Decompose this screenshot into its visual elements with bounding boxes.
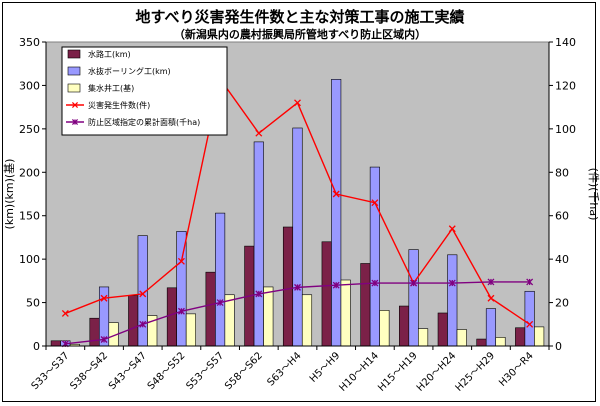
bar-1: [282, 226, 294, 347]
x-tick-label: S38～S42: [68, 350, 110, 392]
y-tick-right-label: 120: [555, 79, 576, 92]
y-tick-left-label: 50: [26, 297, 40, 310]
y-tick-right-label: 20: [555, 297, 569, 310]
bar-2: [331, 79, 342, 347]
y-tick-right-label: 100: [555, 123, 576, 136]
lines-group: [61, 75, 534, 348]
bar-3: [224, 294, 235, 347]
x-tick-label: S33～S37: [30, 350, 72, 392]
legend-label: 水抜ボーリング工(km): [88, 66, 171, 76]
line-marker: [100, 294, 108, 302]
bar-1: [360, 263, 371, 347]
bar-3: [534, 326, 545, 347]
bar-1: [476, 338, 487, 347]
y-tick-left-label: 100: [19, 253, 40, 266]
x-tick-label: S53～S57: [184, 350, 226, 392]
bar-2: [253, 141, 264, 347]
legend-marker: [71, 101, 79, 109]
line-marker: [448, 225, 456, 233]
bar-3: [263, 286, 274, 347]
bar-2: [215, 212, 226, 347]
y-tick-right-label: 80: [555, 166, 569, 179]
y-tick-left-label: 200: [19, 166, 40, 179]
x-tick-label: S63～H4: [265, 350, 303, 388]
bar-3: [456, 329, 467, 347]
bar-1: [166, 287, 177, 347]
y-tick-left-label: 300: [19, 79, 40, 92]
line-marker: [526, 320, 534, 328]
line-marker: [61, 309, 69, 317]
chart-title: 地すべり災害発生件数と主な対策工事の施工実績: [135, 8, 465, 26]
x-tick-label: H30～R4: [497, 350, 536, 389]
x-tick-label: S58～S62: [223, 350, 265, 392]
x-tick-label: H10～H14: [338, 350, 381, 393]
legend-label: 集水井工(基): [88, 83, 134, 93]
line-marker: [294, 99, 301, 107]
x-tick-label: H25～H29: [454, 350, 497, 393]
bar-3: [495, 337, 506, 347]
legend-label: 災害発生件数(件): [88, 100, 150, 110]
bar-1: [205, 271, 216, 347]
legend-swatch: [67, 66, 81, 76]
x-tick-label: S48～S52: [146, 350, 188, 392]
bar-1: [128, 295, 139, 347]
bar-2: [292, 127, 303, 347]
y-axis-label-right: (件)(千ha): [587, 168, 600, 221]
bar-3: [379, 310, 390, 347]
bar-1: [89, 317, 100, 347]
y-tick-left-label: 350: [19, 36, 40, 49]
y-tick-right-label: 40: [555, 253, 569, 266]
legend-label: 水路工(km): [88, 49, 131, 59]
line-marker: [177, 257, 185, 265]
line-marker: [255, 129, 263, 137]
legend-label: 防止区域指定の累計面積(千ha): [88, 117, 200, 127]
bar-3: [418, 328, 429, 347]
y-tick-right-label: 140: [555, 36, 576, 49]
bar-1: [399, 305, 410, 347]
chart-subtitle: （新潟県内の農村振興局所管地すべり防止区域内）: [173, 28, 427, 41]
line-marker: [487, 294, 495, 302]
line-marker: [371, 199, 379, 207]
bar-3: [301, 294, 313, 347]
bar-1: [515, 327, 526, 347]
legend: 水路工(km) 水抜ボーリング工(km) 集水井工(基) 災害発生件数(件) 防止区域指…: [61, 46, 228, 136]
bar-2: [447, 254, 458, 347]
y-tick-right-label: 0: [555, 340, 562, 353]
legend-swatch: [67, 49, 81, 59]
bar-2: [369, 166, 380, 347]
y-tick-left-label: 250: [19, 123, 40, 136]
x-tick-label: H15～H19: [376, 350, 419, 393]
line-marker: [139, 290, 147, 298]
line-marker: [332, 190, 340, 198]
bar-2: [408, 249, 419, 347]
x-tick-label: S43～S47: [107, 350, 149, 392]
bar-3: [185, 313, 196, 347]
y-axis-label-left: (km)(km)(基): [3, 159, 16, 230]
y-tick-left-label: 0: [33, 340, 40, 353]
y-tick-left-label: 150: [19, 210, 40, 223]
x-tick-label: H5～H9: [308, 350, 342, 384]
x-tick-label: H20～H24: [415, 350, 458, 393]
bars-group: [50, 79, 545, 347]
legend-box: [61, 46, 228, 136]
bar-3: [340, 279, 351, 347]
bar-1: [50, 340, 61, 347]
bar-2: [524, 290, 535, 347]
bar-1: [321, 241, 332, 347]
y-tick-right-label: 60: [555, 210, 569, 223]
bar-1: [437, 312, 448, 347]
legend-swatch: [67, 83, 81, 93]
bar-2: [485, 308, 497, 347]
